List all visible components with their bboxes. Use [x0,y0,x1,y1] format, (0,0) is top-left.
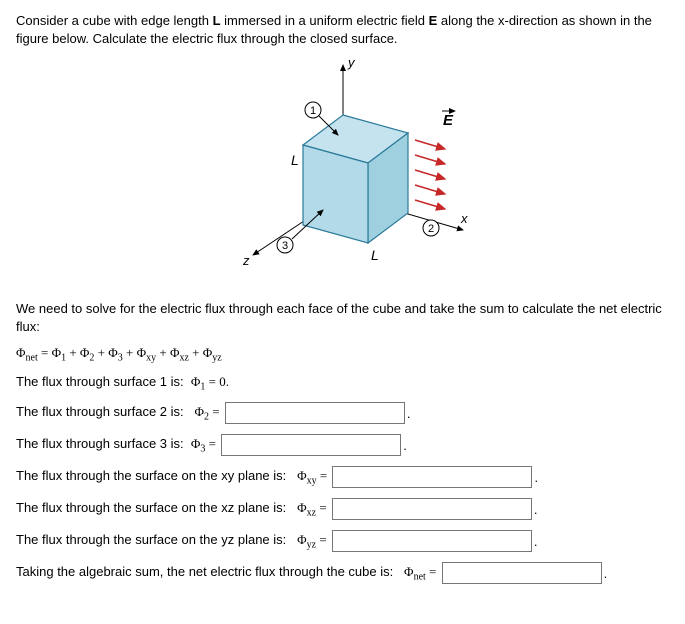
L-label-bottom: L [371,247,379,263]
figure: y x z E L L 1 2 3 [16,55,669,288]
node-2: 2 [428,223,434,235]
e-field-label: E [443,112,454,129]
net-flux-equation: Φnet = Φ1 + Φ2 + Φ3 + Φxy + Φxz + Φyz [16,345,669,364]
period: . [403,438,407,453]
period: . [534,470,538,485]
x-axis-label: x [460,211,468,226]
flux-yz-line: The flux through the surface on the yz p… [16,530,669,552]
solution-intro: We need to solve for the electric flux t… [16,300,669,335]
flux-xz-line: The flux through the surface on the xz p… [16,498,669,520]
L-label-top: L [291,152,299,168]
problem-statement: Consider a cube with edge length L immer… [16,12,669,47]
flux-yz-input[interactable] [332,530,532,552]
flux-3-input[interactable] [221,434,401,456]
period: . [407,406,411,421]
cube-diagram: y x z E L L 1 2 3 [183,55,503,285]
node-3: 3 [282,240,288,252]
flux-xy-line: The flux through the surface on the xy p… [16,466,669,488]
flux-2-input[interactable] [225,402,405,424]
period: . [534,502,538,517]
flux-net-line: Taking the algebraic sum, the net electr… [16,562,669,584]
flux-xz-input[interactable] [332,498,532,520]
node-1: 1 [310,105,316,117]
flux-3-line: The flux through surface 3 is: Φ3 = . [16,434,669,456]
flux-net-input[interactable] [442,562,602,584]
flux-xy-input[interactable] [332,466,532,488]
flux-2-line: The flux through surface 2 is: Φ2 = . [16,402,669,424]
period: . [604,566,608,581]
period: . [534,534,538,549]
y-axis-label: y [347,55,356,70]
flux-1-line: The flux through surface 1 is: Φ1 = 0. [16,374,669,393]
z-axis-label: z [242,253,250,268]
